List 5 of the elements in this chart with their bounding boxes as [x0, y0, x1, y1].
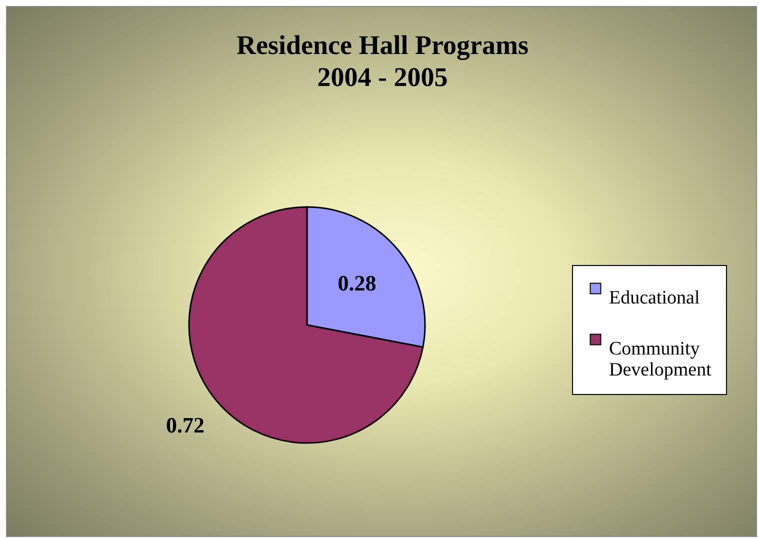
data-label: 0.28	[338, 270, 376, 296]
chart-title: Residence Hall Programs 2004 - 2005	[236, 30, 528, 92]
legend-label: Community Development	[609, 338, 712, 380]
legend-label: Educational	[609, 288, 700, 308]
data-label: 0.72	[166, 412, 205, 438]
